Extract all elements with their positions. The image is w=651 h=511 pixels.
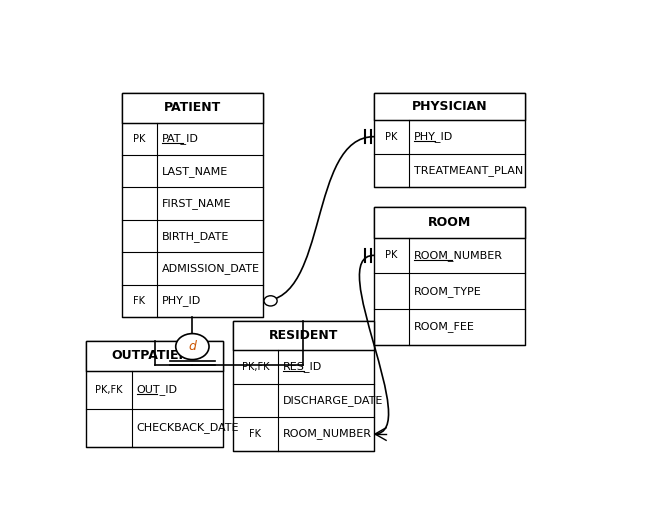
Bar <box>233 321 374 451</box>
Circle shape <box>176 334 209 360</box>
Bar <box>374 93 525 120</box>
Text: OUT_ID: OUT_ID <box>137 385 178 396</box>
Text: d: d <box>188 340 197 353</box>
Text: PK: PK <box>133 134 146 144</box>
Text: ROOM_NUMBER: ROOM_NUMBER <box>283 429 372 439</box>
Text: FIRST_NAME: FIRST_NAME <box>162 198 232 209</box>
Circle shape <box>264 296 277 306</box>
Text: PK,FK: PK,FK <box>242 362 269 371</box>
Text: PK: PK <box>385 132 398 142</box>
Bar <box>87 341 223 371</box>
Text: ROOM: ROOM <box>428 216 471 229</box>
Text: LAST_NAME: LAST_NAME <box>162 166 229 177</box>
Text: OUTPATIENT: OUTPATIENT <box>111 350 198 362</box>
Text: PHY_ID: PHY_ID <box>414 131 454 142</box>
Bar <box>233 321 374 350</box>
Text: PHY_ID: PHY_ID <box>162 295 201 306</box>
Text: PK: PK <box>385 250 398 261</box>
Text: ROOM_FEE: ROOM_FEE <box>414 321 475 332</box>
Text: RESIDENT: RESIDENT <box>269 329 338 342</box>
Text: ADMISSION_DATE: ADMISSION_DATE <box>162 263 260 274</box>
Bar <box>374 207 525 238</box>
Bar <box>122 93 263 123</box>
Text: PATIENT: PATIENT <box>164 101 221 114</box>
Text: DISCHARGE_DATE: DISCHARGE_DATE <box>283 395 383 406</box>
Text: FK: FK <box>249 429 262 439</box>
Text: RES_ID: RES_ID <box>283 361 322 372</box>
Text: BIRTH_DATE: BIRTH_DATE <box>162 230 229 242</box>
Text: ROOM_NUMBER: ROOM_NUMBER <box>414 250 503 261</box>
Text: ROOM_TYPE: ROOM_TYPE <box>414 286 482 296</box>
Text: PAT_ID: PAT_ID <box>162 133 199 144</box>
Text: FK: FK <box>133 296 145 306</box>
Bar <box>374 93 525 187</box>
Bar <box>87 341 223 447</box>
Bar <box>122 93 263 317</box>
Text: PK,FK: PK,FK <box>96 385 123 395</box>
Text: PHYSICIAN: PHYSICIAN <box>412 100 488 113</box>
Bar <box>374 207 525 344</box>
Text: TREATMEANT_PLAN: TREATMEANT_PLAN <box>414 165 523 176</box>
Text: CHECKBACK_DATE: CHECKBACK_DATE <box>137 423 240 433</box>
